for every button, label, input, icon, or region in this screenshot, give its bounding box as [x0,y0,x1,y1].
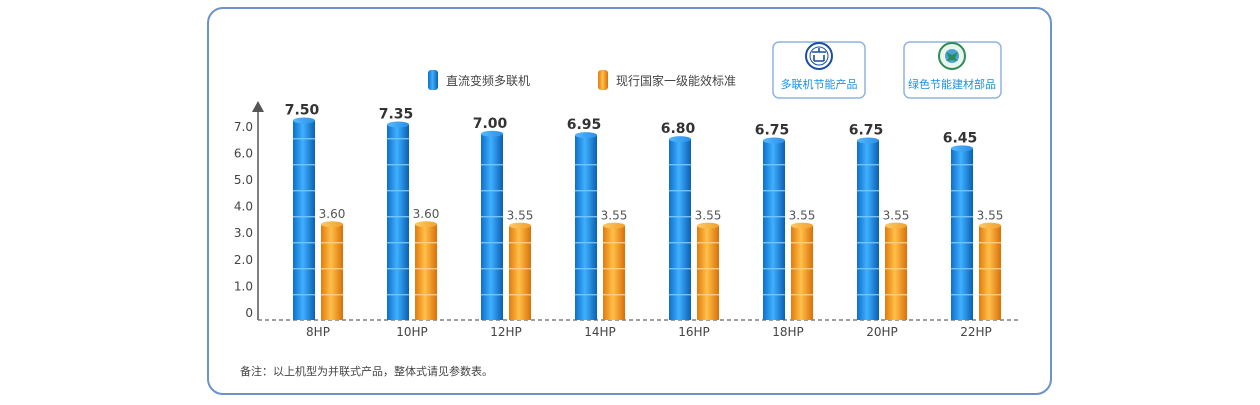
bar-series-a [481,130,503,320]
y-tick-label: 0 [245,306,253,320]
data-label: 3.55 [695,209,722,223]
data-label: 3.55 [883,209,910,223]
y-tick-label: 6.0 [234,146,253,160]
badge-energy-saving: 多联机节能产品 [772,41,866,99]
y-tick-label: 7.0 [234,120,253,134]
badge-label-green-building: 绿色节能建材部品 [908,77,996,91]
bar-series-b [603,222,625,320]
y-axis-arrow-icon [252,101,264,112]
x-tick-label: 16HP [678,325,710,339]
bar-series-a [669,136,691,320]
y-tick-label: 5.0 [234,173,253,187]
y-tick-label: 4.0 [234,200,253,214]
data-label: 3.60 [319,207,346,221]
data-label: 7.35 [379,106,414,122]
bar-series-a [951,145,973,320]
x-tick-label: 12HP [490,325,522,339]
data-label: 7.50 [285,103,320,119]
bars: 7.50 3.60 7.35 3.60 7.00 3.55 6.95 3.55 6.80 3.55… [285,103,1004,321]
legend-label-series-a: 直流变频多联机 [446,73,530,88]
bar-series-b [509,222,531,320]
x-tick-label: 18HP [772,325,804,339]
badge-green-building: 绿色节能建材部品 [903,41,1002,99]
data-label: 3.55 [601,209,628,223]
bar-series-b [697,222,719,320]
data-label: 6.95 [567,117,602,133]
data-label: 6.80 [661,121,696,137]
x-tick-label: 22HP [960,325,992,339]
x-tick-label: 8HP [306,325,330,339]
data-label: 3.60 [413,207,440,221]
legend-label-series-b: 现行国家一级能效标准 [616,73,736,88]
legend-swatch-series-b [598,70,608,90]
data-label: 7.00 [473,116,508,132]
x-tick-label: 14HP [584,325,616,339]
bar-series-b [885,222,907,320]
y-axis [252,101,264,320]
bar-series-a [293,117,315,320]
bar-series-a [575,132,597,320]
bar-series-a [857,137,879,320]
bar-series-b [321,221,343,320]
y-ticks: 0 1.0 2.0 3.0 4.0 5.0 6.0 7.0 [234,120,253,320]
legend-item-series-a: 直流变频多联机 [428,70,530,90]
data-label: 6.45 [943,130,978,146]
footnote: 备注：以上机型为并联式产品，整体式请见参数表。 [240,364,493,378]
data-label: 6.75 [849,122,884,138]
bar-series-b [415,221,437,320]
green-building-seal-icon [938,42,966,70]
data-label: 3.55 [507,209,534,223]
y-tick-label: 3.0 [234,226,253,240]
legend-item-series-b: 现行国家一级能效标准 [598,70,736,90]
data-label: 3.55 [789,209,816,223]
legend: 直流变频多联机 现行国家一级能效标准 [428,70,736,90]
bar-series-b [791,222,813,320]
bar-series-a [387,121,409,321]
bar-series-b [979,222,1001,320]
bar-series-a [763,137,785,320]
y-tick-label: 2.0 [234,253,253,267]
data-label: 6.75 [755,122,790,138]
legend-swatch-series-a [428,70,438,90]
data-label: 3.55 [977,209,1004,223]
x-tick-label: 10HP [396,325,428,339]
energy-saving-seal-icon [805,42,833,70]
y-tick-label: 1.0 [234,279,253,293]
x-tick-label: 20HP [866,325,898,339]
x-tick-labels: 8HP 10HP 12HP 14HP 16HP 18HP 20HP 22HP [306,325,992,339]
badge-label-energy-saving: 多联机节能产品 [781,77,858,91]
